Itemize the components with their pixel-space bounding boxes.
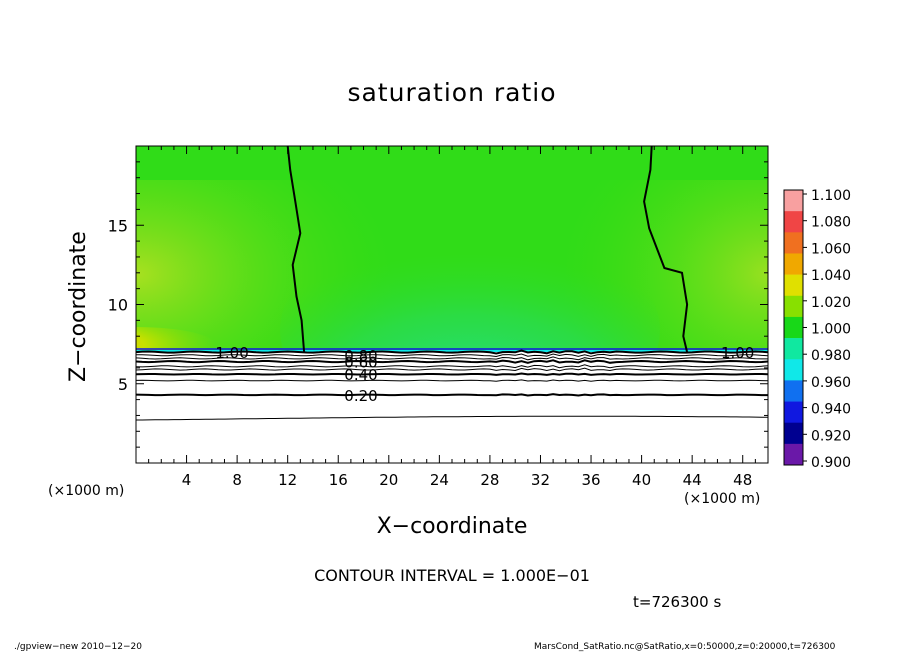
time-label: t=726300 s [633,593,722,611]
colorbar-swatch [784,401,803,423]
contour-line [136,349,768,355]
colorbar-swatch [784,316,803,339]
contour-line-1-00 [643,146,689,353]
y-axis: 5 10 15 [108,161,768,448]
x-tick-label: 36 [581,471,600,489]
colorbar-label: 1.040 [811,268,851,284]
colorbar-label: 1.020 [811,295,851,311]
x-tick-label: 40 [632,471,651,489]
colorbar-swatch [784,338,803,360]
contour-label: 1.00 [215,344,248,362]
colorbar-swatch [784,190,803,212]
contour-line [136,359,768,364]
saturation-field [136,146,768,463]
y-tick-label: 15 [108,216,128,235]
contour-line-1-00 [286,146,306,353]
colorbar-swatch [784,295,803,318]
x-tick-label: 4 [182,471,192,489]
contour-label: 0.80 [344,347,377,365]
contour-line [136,415,768,421]
colorbar-swatch [784,232,803,254]
x-tick-label: 16 [329,471,348,489]
colorbar-swatch [784,253,803,275]
footer-left: ./gpview−new 2010−12−20 [14,642,142,652]
contour-line [136,353,768,358]
x-tick-label: 12 [278,471,297,489]
colorbar-label: 0.940 [811,402,851,418]
colorbar-label: 1.080 [811,215,851,231]
field-subsaturated [136,351,768,463]
contour-line [136,379,768,382]
colorbar-swatch [784,274,803,297]
x-tick-label: 8 [232,471,242,489]
contour-label: 0.40 [344,366,377,384]
x-unit-right: (×1000 m) [684,491,761,507]
colorbar-swatch [784,443,803,466]
x-axis-label: X−coordinate [376,514,528,539]
contour-line [136,356,768,361]
colorbar-swatch [784,211,803,233]
colorbar-label: 1.060 [811,241,851,257]
colorbar-label: 1.100 [811,188,851,204]
colorbar-swatch [784,422,803,445]
contour-line [136,364,768,369]
colorbar-label: 0.920 [811,428,851,444]
contour-line [136,367,768,372]
x-unit-left: (×1000 m) [48,483,125,499]
colorbar-label: 0.900 [811,455,851,471]
colorbar-label: 1.000 [811,322,851,338]
y-tick-label: 5 [118,375,128,394]
x-tick-label: 32 [531,471,550,489]
x-axis: 4 8 12 16 20 24 28 32 36 40 44 48 [148,146,756,489]
x-tick-label: 44 [683,471,702,489]
colorbar-swatch [784,380,803,402]
y-tick-label: 10 [108,296,128,315]
chart-title: saturation ratio [347,78,557,107]
contour-label: 1.00 [721,344,754,362]
x-tick-label: 20 [379,471,398,489]
colorbar: 1.100 1.080 1.060 1.040 1.020 1.000 0.980 0.960… [783,188,851,471]
colorbar-label: 0.980 [811,348,851,364]
contour-label: 0.60 [344,354,377,372]
contour-line [136,393,768,397]
colorbar-label: 0.960 [811,375,851,391]
contour-line [136,372,768,376]
colorbar-swatch [784,359,803,381]
contour-label: 0.20 [344,387,377,405]
contour-labels: 1.00 1.00 0.800.600.40 0.20 [215,344,754,405]
x-tick-label: 24 [430,471,449,489]
contour-lines [136,146,768,421]
x-tick-label: 48 [733,471,752,489]
footer-right: MarsCond_SatRatio.nc@SatRatio,x=0:50000,… [534,642,836,652]
contour-interval-note: CONTOUR INTERVAL = 1.000E−01 [314,566,590,585]
x-tick-label: 28 [480,471,499,489]
